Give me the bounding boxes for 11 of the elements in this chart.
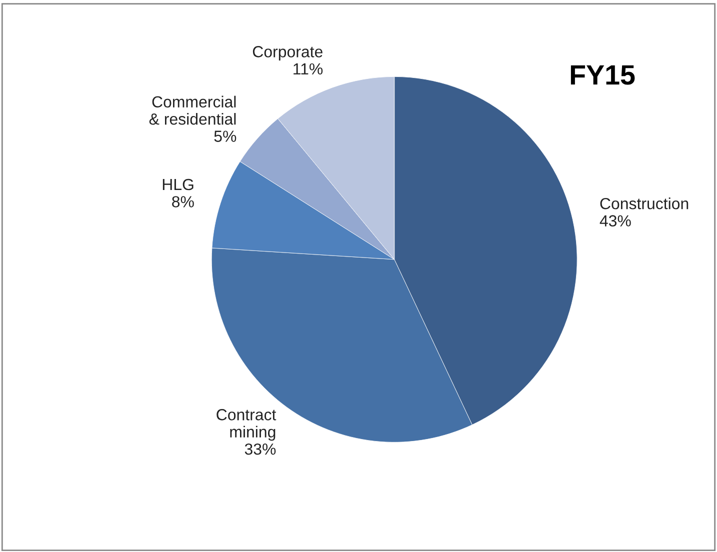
data-label: 5%	[214, 130, 236, 142]
data-label: 8%	[172, 196, 194, 208]
data-label: 43%	[600, 215, 631, 226]
slice-label: Construction	[600, 198, 688, 210]
slice-label: Contract mining	[216, 409, 276, 441]
data-label: 33%	[244, 443, 276, 455]
slice-label: Corporate	[252, 46, 322, 61]
text: FY15	[570, 65, 635, 85]
slice-label: HLG	[162, 178, 194, 190]
data-label: 11%	[294, 63, 323, 75]
slice-label: Commercial & residential	[149, 96, 236, 125]
